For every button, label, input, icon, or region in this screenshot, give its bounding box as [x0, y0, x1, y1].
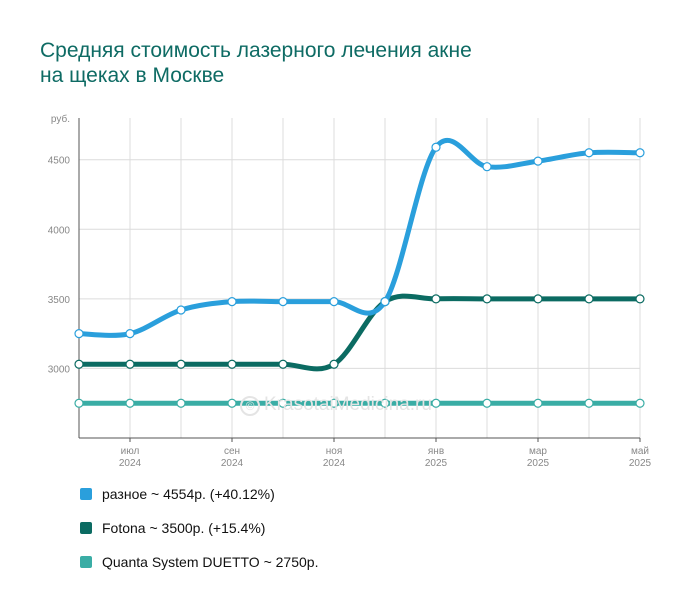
- data-point-разное: [584, 148, 594, 158]
- x-tick-month-label: сен: [224, 446, 240, 457]
- y-tick-label: 3000: [48, 364, 71, 375]
- data-point-quanta-system-duetto: [329, 398, 339, 408]
- legend-label-fotona: Fotona ~ 3500р. (+15.4%): [102, 520, 266, 536]
- x-tick-year-label: 2025: [629, 458, 652, 469]
- series-line-fotona: [76, 293, 643, 372]
- x-tick-year-label: 2024: [221, 458, 244, 469]
- y-unit-label: руб.: [51, 113, 70, 125]
- legend-swatch-quanta: [80, 556, 92, 568]
- x-tick-year-label: 2025: [425, 458, 448, 469]
- data-point-fotona: [533, 294, 543, 304]
- data-point-quanta-system-duetto: [74, 398, 84, 408]
- data-point-quanta-system-duetto: [584, 398, 594, 408]
- data-point-fotona: [584, 294, 594, 304]
- data-point-fotona: [176, 359, 186, 369]
- legend-item-quanta[interactable]: Quanta System DUETTO ~ 2750р.: [80, 552, 318, 572]
- data-point-quanta-system-duetto: [380, 398, 390, 408]
- data-point-quanta-system-duetto: [125, 398, 135, 408]
- data-point-разное: [176, 305, 186, 315]
- data-point-fotona: [329, 359, 339, 369]
- data-point-fotona: [431, 294, 441, 304]
- data-point-разное: [227, 297, 237, 307]
- legend-item-raznoe[interactable]: разное ~ 4554р. (+40.12%): [80, 484, 318, 504]
- data-point-разное: [329, 297, 339, 307]
- watermark: © KrasotaiMedicina.ru: [240, 394, 432, 416]
- data-point-fotona: [482, 294, 492, 304]
- data-point-fotona: [635, 294, 645, 304]
- data-point-fotona: [227, 359, 237, 369]
- data-point-fotona: [125, 359, 135, 369]
- x-tick-month-label: май: [631, 446, 649, 457]
- legend-label-quanta: Quanta System DUETTO ~ 2750р.: [102, 554, 319, 570]
- legend-item-fotona[interactable]: Fotona ~ 3500р. (+15.4%): [80, 518, 318, 538]
- data-point-fotona: [74, 359, 84, 369]
- y-tick-label: 4500: [48, 156, 71, 167]
- y-tick-label: 3500: [48, 295, 71, 306]
- legend: разное ~ 4554р. (+40.12%) Fotona ~ 3500р…: [80, 484, 318, 586]
- chart-title: Средняя стоимость лазерного лечения акне…: [40, 38, 640, 88]
- data-point-quanta-system-duetto: [533, 398, 543, 408]
- data-point-quanta-system-duetto: [278, 398, 288, 408]
- data-point-разное: [125, 329, 135, 339]
- data-point-quanta-system-duetto: [176, 398, 186, 408]
- data-point-quanta-system-duetto: [227, 398, 237, 408]
- legend-label-raznoe: разное ~ 4554р. (+40.12%): [102, 486, 275, 502]
- y-tick-label: 4000: [48, 225, 71, 236]
- series-line-разное: [76, 137, 643, 338]
- data-point-разное: [278, 297, 288, 307]
- chart-title-line-2: на щеках в Москве: [40, 64, 225, 87]
- data-point-quanta-system-duetto: [482, 398, 492, 408]
- data-point-разное: [380, 297, 390, 307]
- line-chart: 3000350040004500руб.июл2024сен2024ноя202…: [48, 113, 652, 469]
- x-tick-month-label: янв: [428, 446, 444, 457]
- data-point-разное: [74, 329, 84, 339]
- x-tick-month-label: июл: [121, 446, 140, 457]
- x-tick-year-label: 2025: [527, 458, 550, 469]
- data-point-quanta-system-duetto: [431, 398, 441, 408]
- data-point-разное: [431, 142, 441, 152]
- x-tick-year-label: 2024: [119, 458, 142, 469]
- x-tick-year-label: 2024: [323, 458, 346, 469]
- data-point-quanta-system-duetto: [635, 398, 645, 408]
- watermark-text: KrasotaiMedicina.ru: [264, 394, 432, 415]
- data-point-разное: [533, 156, 543, 166]
- data-point-разное: [635, 148, 645, 158]
- data-point-fotona: [278, 359, 288, 369]
- chart-title-line-1: Средняя стоимость лазерного лечения акне: [40, 39, 472, 62]
- copyright-icon: ©: [240, 396, 260, 416]
- data-point-разное: [482, 162, 492, 172]
- legend-swatch-fotona: [80, 522, 92, 534]
- x-tick-month-label: ноя: [326, 446, 343, 457]
- legend-swatch-raznoe: [80, 488, 92, 500]
- x-tick-month-label: мар: [529, 446, 547, 457]
